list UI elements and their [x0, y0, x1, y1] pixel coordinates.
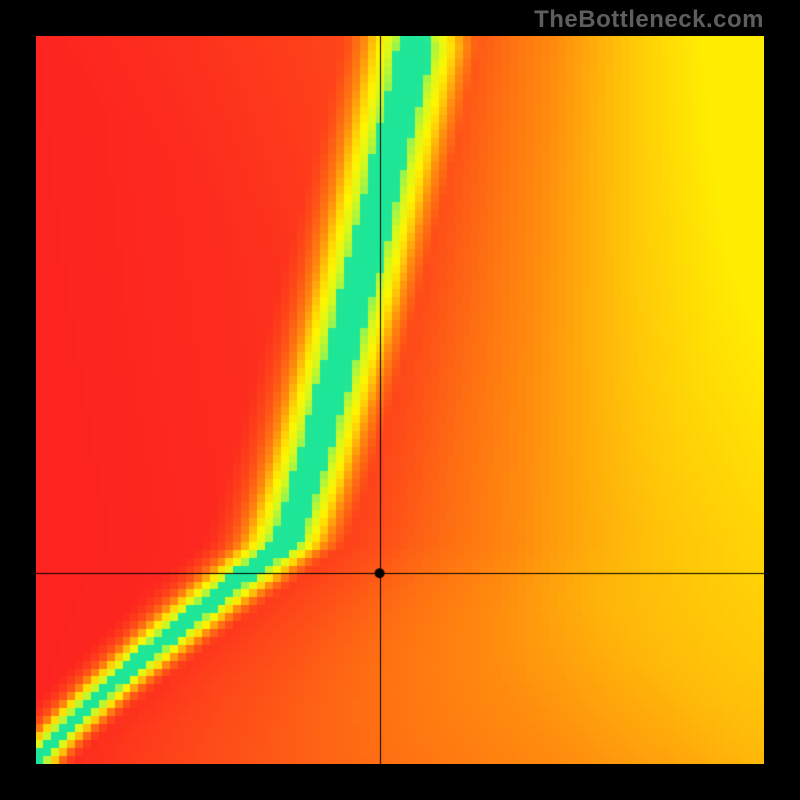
figure-container: TheBottleneck.com	[0, 0, 800, 800]
crosshair-overlay	[36, 36, 764, 764]
watermark-text: TheBottleneck.com	[534, 6, 764, 34]
